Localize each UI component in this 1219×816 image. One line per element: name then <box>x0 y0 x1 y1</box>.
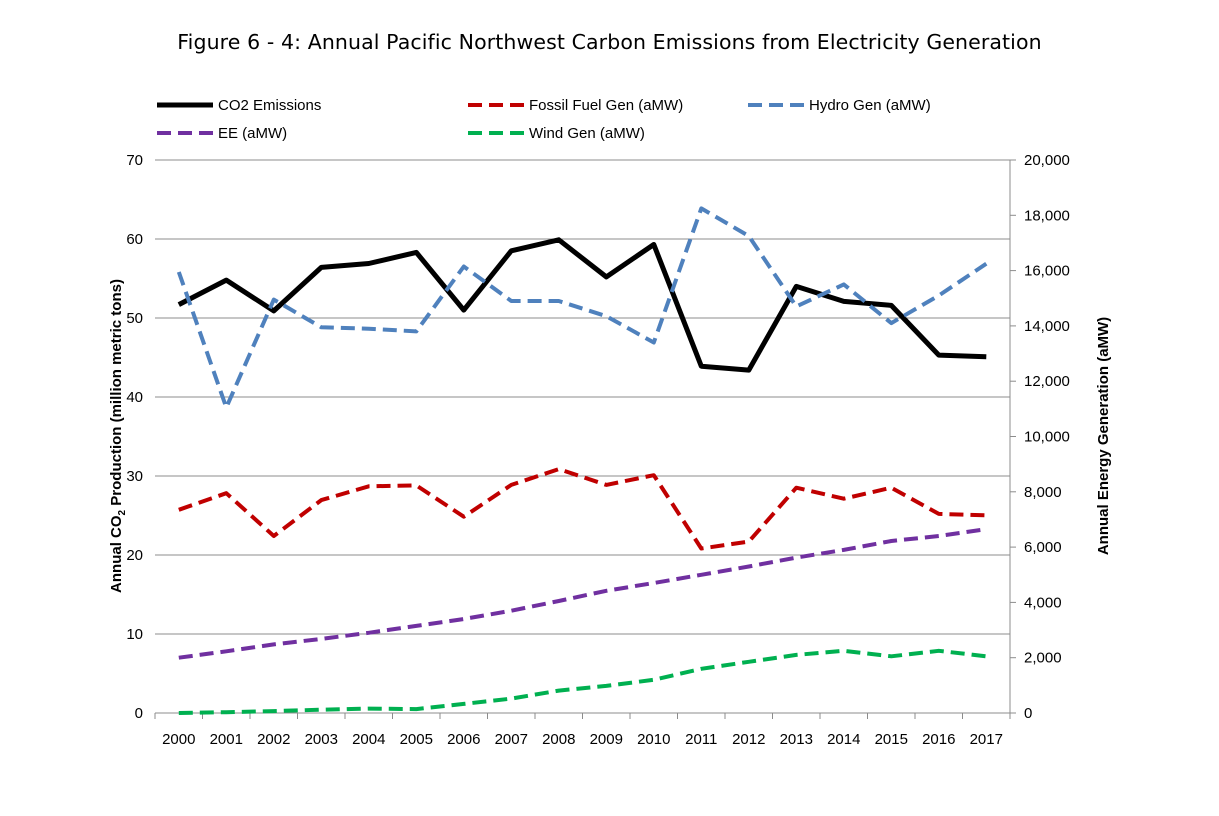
x-tick-label: 2008 <box>542 731 575 748</box>
y-left-tick-label: 40 <box>126 389 143 406</box>
x-tick-label: 2011 <box>685 731 717 748</box>
x-tick-label: 2015 <box>875 731 908 748</box>
y-right-tick-label: 16,000 <box>1024 263 1070 280</box>
x-tick-label: 2005 <box>400 731 433 748</box>
legend-label-ee-amw: EE (aMW) <box>218 125 287 142</box>
y-left-tick-label: 30 <box>126 468 143 485</box>
y-axis-right-title: Annual Energy Generation (aMW) <box>1095 317 1112 555</box>
series-line-wind-gen-amw <box>178 648 987 715</box>
x-tick-label: 2014 <box>827 731 860 748</box>
series-line-co2-emissions <box>177 237 987 373</box>
x-tick-label: 2000 <box>162 731 195 748</box>
y-right-tick-label: 12,000 <box>1024 373 1070 390</box>
series-line-hydro-gen-amw <box>176 206 988 410</box>
y-right-tick-label: 0 <box>1024 705 1032 722</box>
y-right-tick-label: 10,000 <box>1024 429 1070 446</box>
y-right-tick-label: 14,000 <box>1024 318 1070 335</box>
y-left-tick-label: 20 <box>126 547 143 564</box>
y-right-tick-label: 8,000 <box>1024 484 1062 501</box>
y-right-tick-label: 6,000 <box>1024 539 1062 556</box>
legend-label-wind-gen-amw: Wind Gen (aMW) <box>529 125 645 142</box>
legend: CO2 Emissions Fossil Fuel Gen (aMW) Hydro … <box>157 97 931 142</box>
y-right-tick-label: 2,000 <box>1024 650 1062 667</box>
y-axis-left-title: Annual CO2 Production (million metric to… <box>108 279 128 593</box>
series-line-ee-amw <box>178 527 987 660</box>
x-tick-label: 2002 <box>257 731 290 748</box>
x-tick-label: 2016 <box>922 731 955 748</box>
y-left-tick-label: 70 <box>126 152 143 169</box>
y-left-tick-label: 50 <box>126 310 143 327</box>
axes: 0 10 20 30 40 50 60 70 0 2,000 4,000 6,000 8,000 10,0… <box>126 152 1070 748</box>
legend-label-fossil-fuel-gen-amw: Fossil Fuel Gen (aMW) <box>529 97 683 114</box>
x-tick-label: 2009 <box>590 731 623 748</box>
y-right-tick-label: 4,000 <box>1024 594 1062 611</box>
x-tick-label: 2001 <box>210 731 243 748</box>
y-left-tick-label: 60 <box>126 231 143 248</box>
y-left-tick-label: 0 <box>135 705 143 722</box>
gridlines <box>155 159 1010 635</box>
y-right-tick-label: 18,000 <box>1024 207 1070 224</box>
x-tick-label: 2004 <box>352 731 385 748</box>
chart-title: Figure 6 - 4: Annual Pacific Northwest C… <box>177 30 1042 54</box>
y-right-tick-label: 20,000 <box>1024 152 1070 169</box>
x-tick-label: 2017 <box>970 731 1003 748</box>
x-tick-label: 2006 <box>447 731 480 748</box>
y-left-tick-label: 10 <box>126 626 143 643</box>
x-tick-label: 2013 <box>780 731 813 748</box>
x-tick-label: 2012 <box>732 731 765 748</box>
legend-label-hydro-gen-amw: Hydro Gen (aMW) <box>809 97 931 114</box>
series-lines <box>176 206 988 715</box>
x-tick-label: 2007 <box>495 731 528 748</box>
x-tick-label: 2010 <box>637 731 670 748</box>
x-tick-label: 2003 <box>305 731 338 748</box>
series-line-fossil-fuel-gen-amw <box>178 467 987 551</box>
legend-label-co2-emissions: CO2 Emissions <box>218 97 321 114</box>
